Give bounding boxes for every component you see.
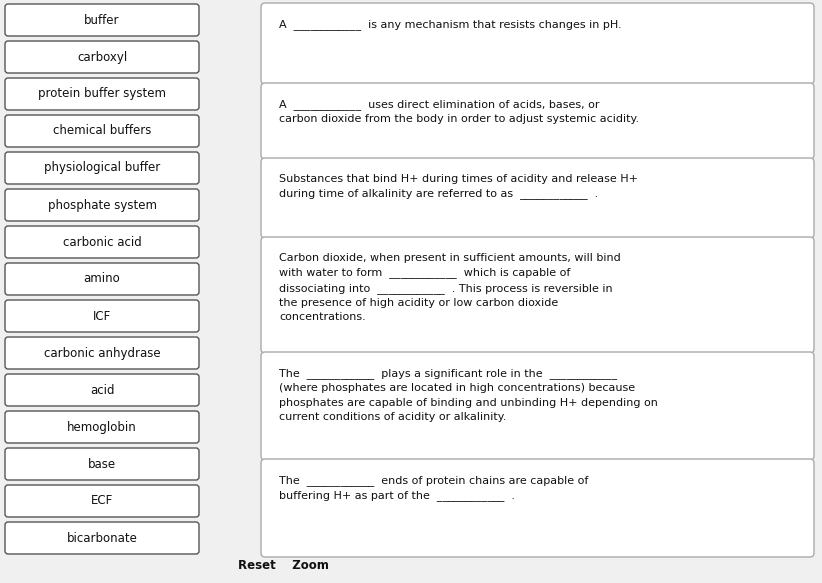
- FancyBboxPatch shape: [5, 115, 199, 147]
- Text: protein buffer system: protein buffer system: [38, 87, 166, 100]
- FancyBboxPatch shape: [5, 522, 199, 554]
- FancyBboxPatch shape: [261, 237, 814, 353]
- FancyBboxPatch shape: [5, 4, 199, 36]
- Text: acid: acid: [90, 384, 114, 396]
- FancyBboxPatch shape: [261, 83, 814, 159]
- Text: buffer: buffer: [84, 13, 120, 26]
- FancyBboxPatch shape: [261, 3, 814, 84]
- Text: base: base: [88, 458, 116, 470]
- Text: The  ____________  plays a significant role in the  ____________
(where phosphat: The ____________ plays a significant rol…: [279, 368, 658, 422]
- FancyBboxPatch shape: [5, 300, 199, 332]
- FancyBboxPatch shape: [5, 41, 199, 73]
- FancyBboxPatch shape: [261, 459, 814, 557]
- FancyBboxPatch shape: [5, 337, 199, 369]
- FancyBboxPatch shape: [261, 352, 814, 460]
- FancyBboxPatch shape: [5, 226, 199, 258]
- FancyBboxPatch shape: [5, 411, 199, 443]
- FancyBboxPatch shape: [5, 152, 199, 184]
- Text: amino: amino: [84, 272, 120, 286]
- FancyBboxPatch shape: [5, 374, 199, 406]
- Text: carboxyl: carboxyl: [77, 51, 127, 64]
- Text: phosphate system: phosphate system: [48, 198, 156, 212]
- FancyBboxPatch shape: [5, 78, 199, 110]
- Text: ECF: ECF: [91, 494, 113, 507]
- FancyBboxPatch shape: [5, 189, 199, 221]
- FancyBboxPatch shape: [5, 448, 199, 480]
- Text: bicarbonate: bicarbonate: [67, 532, 137, 545]
- Text: A  ____________  is any mechanism that resists changes in pH.: A ____________ is any mechanism that res…: [279, 19, 621, 30]
- Text: ICF: ICF: [93, 310, 111, 322]
- FancyBboxPatch shape: [5, 263, 199, 295]
- FancyBboxPatch shape: [261, 158, 814, 238]
- Text: The  ____________  ends of protein chains are capable of
buffering H+ as part of: The ____________ ends of protein chains …: [279, 475, 589, 501]
- Text: Substances that bind H+ during times of acidity and release H+
during time of al: Substances that bind H+ during times of …: [279, 174, 638, 199]
- Text: Carbon dioxide, when present in sufficient amounts, will bind
with water to form: Carbon dioxide, when present in sufficie…: [279, 253, 621, 322]
- Text: chemical buffers: chemical buffers: [53, 125, 151, 138]
- Text: hemoglobin: hemoglobin: [67, 420, 137, 434]
- Text: Reset    Zoom: Reset Zoom: [238, 559, 329, 572]
- Text: carbonic acid: carbonic acid: [62, 236, 141, 248]
- Text: carbonic anhydrase: carbonic anhydrase: [44, 346, 160, 360]
- Text: physiological buffer: physiological buffer: [44, 161, 160, 174]
- FancyBboxPatch shape: [5, 485, 199, 517]
- Text: A  ____________  uses direct elimination of acids, bases, or
carbon dioxide from: A ____________ uses direct elimination o…: [279, 99, 640, 124]
